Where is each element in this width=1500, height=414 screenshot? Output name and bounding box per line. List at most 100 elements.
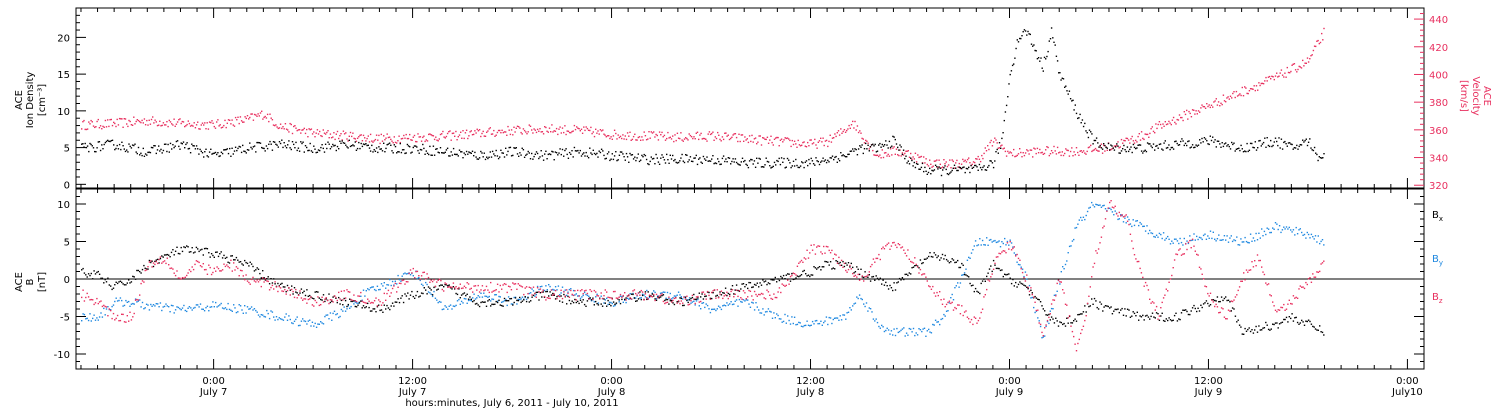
point-by bbox=[443, 308, 444, 309]
point-density bbox=[872, 144, 873, 145]
point-bx bbox=[245, 262, 246, 263]
point-velocity bbox=[1017, 155, 1018, 156]
point-density bbox=[774, 162, 775, 163]
point-bz bbox=[421, 275, 422, 276]
point-bz bbox=[578, 295, 579, 296]
point-by bbox=[845, 319, 846, 320]
point-by bbox=[1258, 233, 1259, 234]
point-velocity bbox=[104, 127, 105, 128]
point-bz bbox=[882, 247, 883, 248]
point-by bbox=[856, 296, 857, 297]
point-bx bbox=[243, 264, 244, 265]
point-bx bbox=[833, 267, 834, 268]
point-density bbox=[131, 147, 132, 148]
point-bz bbox=[630, 297, 631, 298]
point-by bbox=[1162, 238, 1163, 239]
point-velocity bbox=[712, 132, 713, 133]
point-bx bbox=[1126, 315, 1127, 316]
point-velocity bbox=[1034, 148, 1035, 149]
point-density bbox=[1288, 142, 1289, 143]
point-density bbox=[588, 157, 589, 158]
point-bx bbox=[261, 277, 262, 278]
point-velocity bbox=[125, 118, 126, 119]
point-density bbox=[398, 151, 399, 152]
point-bz bbox=[102, 306, 103, 307]
point-bx bbox=[1280, 322, 1281, 323]
point-bx bbox=[853, 272, 854, 273]
point-bz bbox=[457, 288, 458, 289]
point-density bbox=[94, 151, 95, 152]
point-by bbox=[831, 323, 832, 324]
point-density bbox=[500, 150, 501, 151]
point-density bbox=[811, 158, 812, 159]
point-bx bbox=[570, 303, 571, 304]
point-bz bbox=[562, 298, 563, 299]
point-density bbox=[615, 151, 616, 152]
point-bz bbox=[706, 298, 707, 299]
point-by bbox=[262, 314, 263, 315]
point-velocity bbox=[246, 118, 247, 119]
point-density bbox=[383, 143, 384, 144]
point-bx bbox=[1130, 317, 1131, 318]
point-density bbox=[321, 144, 322, 145]
point-bx bbox=[502, 306, 503, 307]
point-bz bbox=[834, 254, 835, 255]
point-velocity bbox=[790, 146, 791, 147]
point-velocity bbox=[1230, 96, 1231, 97]
point-bz bbox=[493, 290, 494, 291]
point-density bbox=[158, 145, 159, 146]
point-velocity bbox=[622, 134, 623, 135]
point-density bbox=[703, 156, 704, 157]
point-density bbox=[401, 152, 402, 153]
point-by bbox=[214, 306, 215, 307]
point-bz bbox=[186, 275, 187, 276]
point-by bbox=[392, 281, 393, 282]
point-bx bbox=[257, 267, 258, 268]
point-bz bbox=[136, 299, 137, 300]
point-bx bbox=[357, 305, 358, 306]
point-bz bbox=[223, 264, 224, 265]
point-by bbox=[102, 316, 103, 317]
point-bx bbox=[406, 295, 407, 296]
point-by bbox=[1090, 207, 1091, 208]
point-density bbox=[1216, 146, 1217, 147]
point-bx bbox=[1094, 298, 1095, 299]
point-bx bbox=[1283, 319, 1284, 320]
point-density bbox=[469, 152, 470, 153]
point-density bbox=[207, 155, 208, 156]
point-velocity bbox=[276, 126, 277, 127]
point-bz bbox=[925, 277, 926, 278]
point-velocity bbox=[1301, 67, 1302, 68]
point-velocity bbox=[131, 124, 132, 125]
point-bz bbox=[530, 287, 531, 288]
point-by bbox=[587, 295, 588, 296]
point-bx bbox=[1296, 317, 1297, 318]
point-bx bbox=[1036, 297, 1037, 298]
point-bz bbox=[332, 301, 333, 302]
point-density bbox=[889, 141, 890, 142]
point-by bbox=[1282, 229, 1283, 230]
point-by bbox=[1171, 241, 1172, 242]
point-velocity bbox=[621, 138, 622, 139]
point-bx bbox=[480, 302, 481, 303]
point-bx bbox=[1261, 329, 1262, 330]
point-velocity bbox=[779, 145, 780, 146]
point-by bbox=[384, 282, 385, 283]
point-velocity bbox=[140, 122, 141, 123]
point-density bbox=[692, 161, 693, 162]
point-bz bbox=[165, 263, 166, 264]
point-bz bbox=[831, 250, 832, 251]
point-velocity bbox=[1013, 149, 1014, 150]
point-bz bbox=[567, 293, 568, 294]
point-bx bbox=[135, 279, 136, 280]
point-velocity bbox=[117, 119, 118, 120]
point-density bbox=[943, 167, 944, 168]
point-bz bbox=[900, 247, 901, 248]
point-by bbox=[925, 336, 926, 337]
point-density bbox=[869, 150, 870, 151]
point-density bbox=[988, 165, 989, 166]
point-velocity bbox=[220, 124, 221, 125]
point-by bbox=[397, 275, 398, 276]
point-density bbox=[557, 154, 558, 155]
point-density bbox=[1197, 145, 1198, 146]
